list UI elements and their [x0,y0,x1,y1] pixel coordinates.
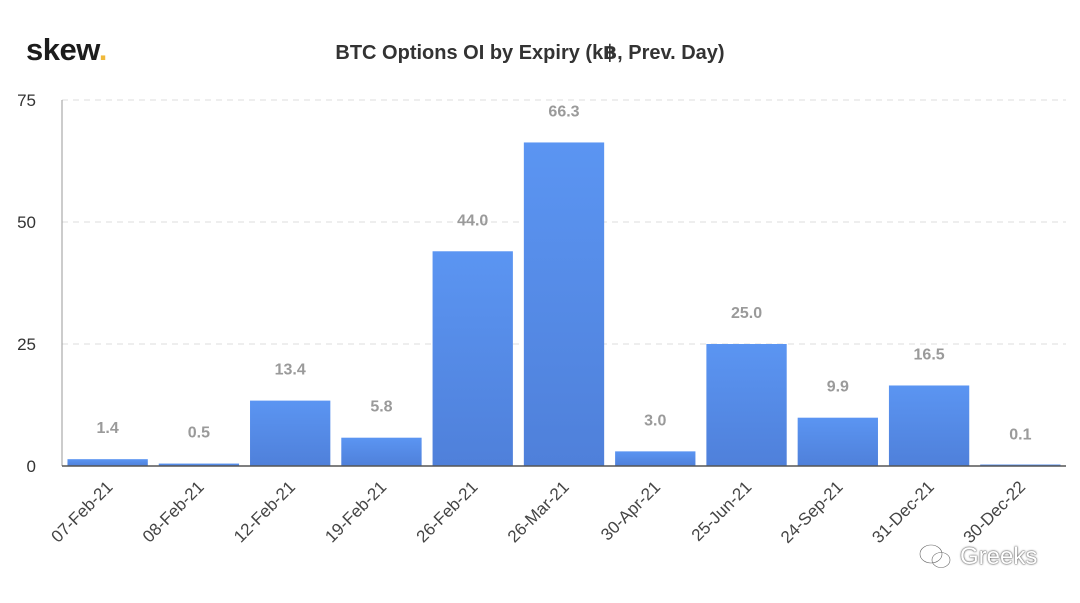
data-label: 13.4 [275,362,306,379]
data-label: 1.4 [97,420,119,437]
bar-19-Feb-21 [341,437,422,466]
data-label: 3.0 [644,412,666,429]
axes [61,100,1066,467]
x-tick-label: 24-Sep-21 [777,477,847,547]
x-tick-label: 07-Feb-21 [48,477,117,546]
data-label: 16.5 [914,346,945,363]
x-tick-label: 26-Mar-21 [504,477,573,546]
bar-12-Feb-21 [250,400,331,466]
bar-08-Feb-21 [158,463,240,466]
y-tick-label: 0 [27,457,36,476]
x-tick-label: 31-Dec-21 [868,477,938,547]
gridlines [62,99,1066,345]
bar-25-Jun-21 [706,344,787,466]
data-label: 0.5 [188,425,210,442]
x-tick-label: 30-Apr-21 [597,477,664,544]
x-tick-label: 19-Feb-21 [321,477,390,546]
data-label: 44.0 [457,212,488,229]
bar-31-Dec-21 [888,385,970,466]
bar-30-Apr-21 [615,451,696,466]
watermark: Greeks [918,542,1037,572]
y-tick-label: 25 [17,335,36,354]
data-label: 25.0 [731,305,762,322]
data-label: 0.1 [1009,427,1031,444]
y-tick-label: 50 [17,213,36,232]
logo-dot: . [98,32,108,67]
x-tick-label: 25-Jun-21 [688,477,756,545]
x-tick-label: 12-Feb-21 [230,477,299,546]
chat-bubble-icon [918,543,952,569]
bar-24-Sep-21 [797,417,878,466]
logo-text: skew [26,32,99,67]
y-tick-label: 75 [17,91,36,110]
watermark-text: Greeks [960,543,1038,570]
data-label: 66.3 [548,103,579,120]
data-label: 9.9 [827,379,849,396]
bar-26-Feb-21 [432,251,513,466]
skew-logo: skew. [26,32,107,68]
x-tick-label: 30-Dec-22 [960,477,1030,547]
x-tick-label: 08-Feb-21 [139,477,208,546]
data-label: 5.8 [370,399,392,416]
bar-26-Mar-21 [523,142,605,466]
chart-title: BTC Options OI by Expiry (k฿, Prev. Day) [335,42,725,64]
bar-07-Feb-21 [67,459,148,466]
x-tick-label: 26-Feb-21 [413,477,482,546]
bars [67,142,1061,466]
